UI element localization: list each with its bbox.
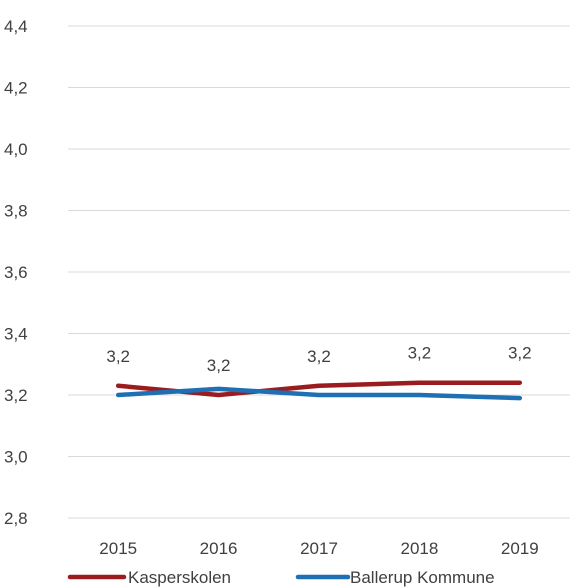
data-label: 3,2	[106, 347, 130, 366]
data-labels: 3,2 3,2 3,2 3,2 3,2	[106, 344, 531, 375]
data-label: 3,2	[508, 344, 532, 363]
y-tick-label: 4,4	[4, 17, 28, 36]
y-tick-label: 2,8	[4, 509, 28, 528]
legend: Kasperskolen Ballerup Kommune	[67, 568, 495, 587]
y-tick-label: 4,2	[4, 79, 28, 98]
x-tick-label: 2017	[300, 539, 338, 558]
x-tick-label: 2015	[99, 539, 137, 558]
x-axis: 2015 2016 2017 2018 2019	[99, 539, 538, 558]
data-label: 3,2	[307, 347, 331, 366]
data-label: 3,2	[408, 344, 432, 363]
data-label: 3,2	[207, 356, 231, 375]
legend-label: Kasperskolen	[128, 568, 231, 587]
gridlines	[68, 25, 570, 519]
y-tick-label: 3,8	[4, 202, 28, 221]
y-tick-label: 3,0	[4, 448, 28, 467]
y-tick-label: 4,0	[4, 140, 28, 159]
x-tick-label: 2018	[400, 539, 438, 558]
y-axis: 2,8 3,0 3,2 3,4 3,6 3,8 4,0 4,2 4,4	[4, 17, 28, 528]
y-tick-label: 3,6	[4, 263, 28, 282]
x-tick-label: 2016	[200, 539, 238, 558]
x-tick-label: 2019	[501, 539, 539, 558]
legend-label: Ballerup Kommune	[350, 568, 495, 587]
y-tick-label: 3,2	[4, 386, 28, 405]
series-line-ballerup-kommune	[115, 386, 523, 401]
series-layer	[115, 380, 523, 401]
y-tick-label: 3,4	[4, 325, 28, 344]
